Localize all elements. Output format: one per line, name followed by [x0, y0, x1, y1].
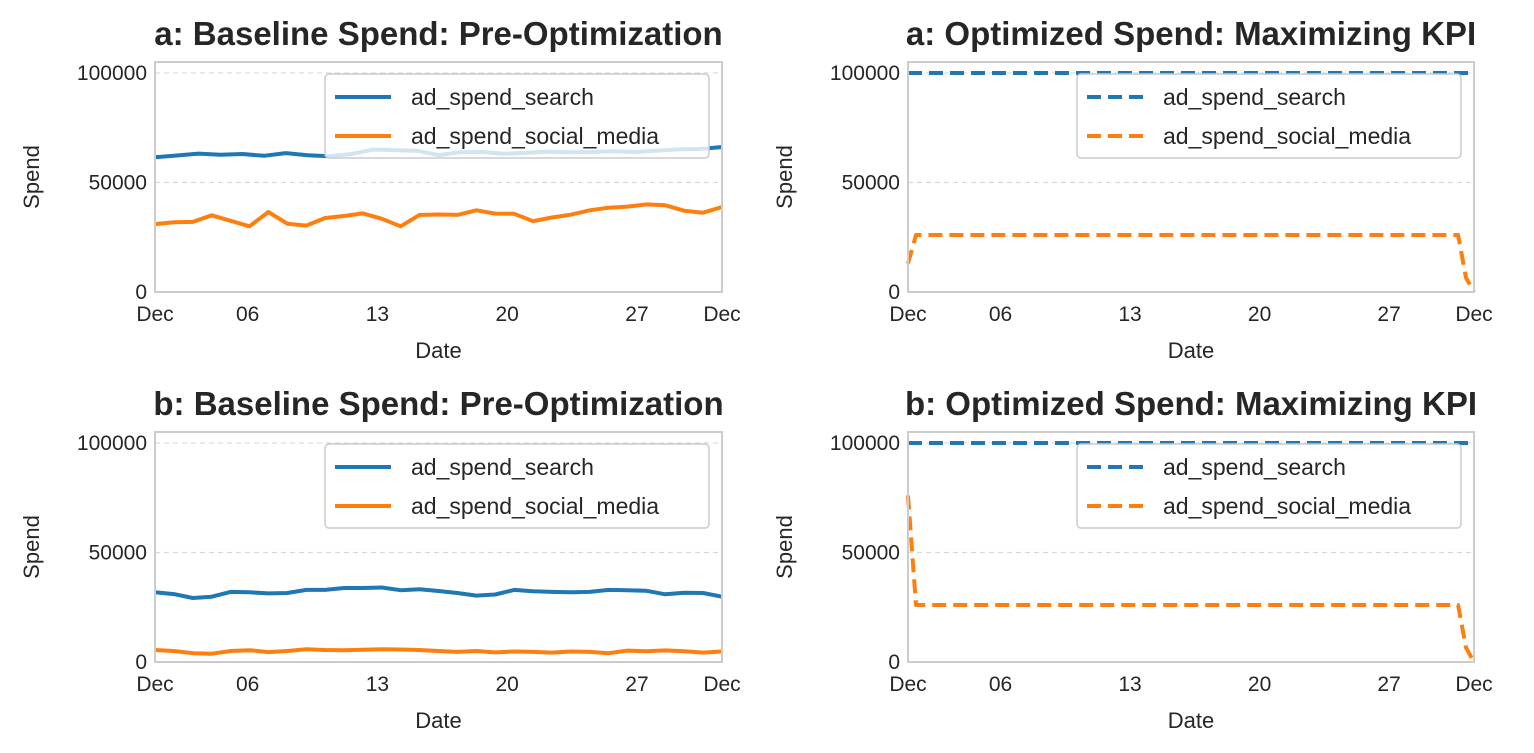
x-axis-label: Date	[1168, 708, 1214, 733]
x-tick-label: 20	[496, 303, 519, 326]
x-tick-label: 13	[366, 673, 389, 696]
y-axis-label: Spend	[19, 145, 44, 209]
legend-label: ad_spend_search	[411, 84, 594, 110]
x-tick-label: 27	[1377, 673, 1400, 696]
chart-title: a: Optimized Spend: Maximizing KPI	[906, 15, 1476, 52]
y-axis-label: Spend	[19, 515, 44, 579]
legend-label: ad_spend_search	[411, 454, 594, 480]
x-tick-label: Dec	[1455, 303, 1492, 326]
chart-panel-2: 0 50000 100000 Dec 06 13 20 27 Dec ad_spend_searc…	[19, 385, 741, 733]
y-axis-label: Spend	[772, 145, 797, 209]
series-line-ad-spend-social-media	[906, 495, 1476, 663]
y-tick-label: 100000	[830, 62, 900, 85]
x-tick-label: Dec	[136, 303, 173, 326]
axes-frame	[154, 61, 723, 293]
x-tick-label: Dec	[136, 673, 173, 696]
legend-label: ad_spend_social_media	[1163, 123, 1411, 149]
y-tick-label: 0	[135, 281, 147, 304]
legend: ad_spend_search ad_spend_social_media	[324, 443, 710, 529]
y-tick-label: 50000	[842, 171, 900, 194]
chart-panel-1: 0 50000 100000 Dec 06 13 20 27 Dec ad_spend_searc…	[772, 15, 1493, 363]
legend: ad_spend_search ad_spend_social_media	[1076, 73, 1462, 159]
legend-label: ad_spend_search	[1163, 84, 1346, 110]
x-tick-label: 06	[236, 673, 259, 696]
y-tick-label: 100000	[77, 62, 147, 85]
y-tick-label: 0	[888, 281, 900, 304]
legend: ad_spend_search ad_spend_social_media	[324, 73, 710, 159]
y-tick-label: 50000	[89, 171, 147, 194]
legend-box	[1076, 73, 1462, 159]
x-tick-label: Dec	[703, 303, 740, 326]
series-line-ad-spend-social-media	[154, 647, 723, 656]
x-tick-label: 27	[625, 673, 648, 696]
x-tick-label: Dec	[889, 303, 926, 326]
legend-label: ad_spend_social_media	[1163, 493, 1411, 519]
x-axis-label: Date	[1168, 338, 1214, 363]
y-tick-label: 0	[888, 651, 900, 674]
x-tick-label: 06	[236, 303, 259, 326]
legend-label: ad_spend_social_media	[411, 123, 659, 149]
y-tick-label: 100000	[830, 432, 900, 455]
y-tick-label: 0	[135, 651, 147, 674]
axes-frame	[907, 61, 1475, 293]
chart-panel-0: 0 50000 100000 Dec 06 13 20 27 Dec ad_spend_searc…	[19, 15, 741, 363]
series-line-ad-spend-social-media	[906, 233, 1476, 293]
x-tick-label: 27	[1377, 303, 1400, 326]
chart-title: b: Baseline Spend: Pre-Optimization	[153, 385, 723, 422]
legend-box	[324, 443, 710, 529]
x-tick-label: 06	[989, 303, 1012, 326]
x-tick-label: Dec	[1455, 673, 1492, 696]
chart-title: a: Baseline Spend: Pre-Optimization	[154, 15, 722, 52]
x-tick-label: 20	[1248, 303, 1271, 326]
x-tick-label: 27	[625, 303, 648, 326]
x-tick-label: 06	[989, 673, 1012, 696]
y-tick-label: 100000	[77, 432, 147, 455]
chart-panel-3: 0 50000 100000 Dec 06 13 20 27 Dec ad_spend_searc…	[772, 385, 1493, 733]
legend-label: ad_spend_search	[1163, 454, 1346, 480]
series-line-ad-spend-social-media	[154, 202, 723, 229]
series-line-ad-spend-search	[154, 585, 723, 600]
x-axis-label: Date	[415, 708, 461, 733]
chart-title: b: Optimized Spend: Maximizing KPI	[905, 385, 1477, 422]
legend-box	[324, 73, 710, 159]
y-axis-label: Spend	[772, 515, 797, 579]
legend-label: ad_spend_social_media	[411, 493, 659, 519]
y-tick-label: 50000	[842, 541, 900, 564]
x-tick-label: 13	[1118, 303, 1141, 326]
x-tick-label: 13	[366, 303, 389, 326]
x-tick-label: Dec	[889, 673, 926, 696]
y-tick-label: 50000	[89, 541, 147, 564]
x-tick-label: 20	[1248, 673, 1271, 696]
x-tick-label: 20	[496, 673, 519, 696]
legend-box	[1076, 443, 1462, 529]
x-tick-label: 13	[1118, 673, 1141, 696]
axes-frame	[907, 431, 1475, 663]
axes-frame	[154, 431, 723, 663]
x-axis-label: Date	[415, 338, 461, 363]
x-tick-label: Dec	[703, 673, 740, 696]
legend: ad_spend_search ad_spend_social_media	[1076, 443, 1462, 529]
